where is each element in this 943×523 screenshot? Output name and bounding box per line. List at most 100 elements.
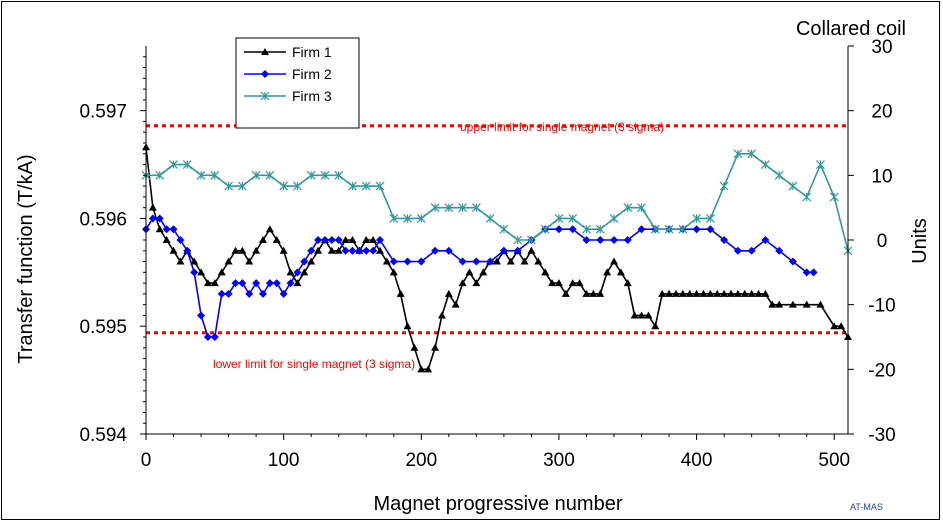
firm-1-point	[279, 246, 288, 254]
firm-2-point	[376, 236, 384, 244]
legend-label-firm-2: Firm 2	[292, 66, 332, 82]
y-right-tick-label: 30	[871, 37, 892, 58]
firm-1-point	[623, 279, 632, 287]
firm-1-point	[630, 311, 639, 319]
firm-3-point	[237, 181, 247, 191]
y-right-tick-label: -30	[868, 425, 895, 446]
firm-3-point	[458, 203, 468, 213]
firm-3-point	[403, 214, 412, 223]
firm-2-point	[389, 257, 398, 266]
y-left-tick-label: 0.594	[79, 425, 127, 446]
firm-2-point	[362, 246, 371, 255]
firm-3-point	[499, 224, 509, 234]
firm-1-point	[816, 300, 825, 308]
firm-1-point	[802, 300, 811, 308]
firm-1-point	[210, 279, 219, 287]
firm-1-point	[155, 225, 164, 233]
firm-3-point	[692, 214, 702, 223]
firm-2-point	[197, 311, 206, 320]
firm-2-point	[327, 236, 336, 244]
firm-3-point	[678, 224, 688, 234]
firm-1-point	[582, 289, 591, 297]
firm-2-point	[692, 225, 701, 234]
y-right-tick-label: 10	[871, 166, 892, 187]
firm-1-point	[190, 257, 199, 265]
firm-3-point	[182, 160, 192, 169]
firm-1-point	[176, 257, 185, 265]
y-right-tick-label: 0	[877, 231, 888, 252]
firm-1-point	[554, 279, 563, 287]
firm-2-point	[733, 246, 742, 255]
firm-1-point	[203, 279, 212, 287]
firm-3-point	[774, 170, 784, 180]
firm-3-point	[816, 160, 825, 169]
firm-1-point	[307, 257, 316, 265]
firm-2-point	[355, 246, 364, 255]
firm-2-point	[417, 257, 426, 266]
firm-2-point	[300, 257, 309, 266]
firm-1-point	[671, 289, 680, 297]
firm-3-point	[513, 235, 523, 245]
axes: 0 100 200 300 400 5000.5940.5950.5960.5973020…	[79, 37, 895, 471]
y-right-tick-label: 20	[871, 102, 892, 123]
y-left-tick-label: 0.596	[79, 209, 127, 230]
firm-3-point	[788, 181, 798, 191]
firm-1-point	[658, 289, 667, 297]
firm-3-point	[733, 149, 743, 159]
firm-1-point	[603, 268, 612, 276]
legend-marker-firm-3	[260, 91, 270, 101]
firm-2-point	[155, 214, 164, 223]
x-axis-title: Magnet progressive number	[373, 493, 622, 515]
firm-1-point	[300, 268, 309, 276]
firm-2-point	[596, 236, 605, 244]
firm-2-point	[431, 246, 440, 255]
firm-1-point	[293, 279, 302, 287]
firm-1-point	[162, 236, 171, 243]
firm-1-point	[265, 225, 274, 233]
firm-3-point	[224, 181, 234, 191]
firm-2-point	[334, 236, 343, 244]
firm-1-point	[644, 311, 653, 319]
firm-1-point	[245, 257, 254, 265]
chart-title: Collared coil	[796, 18, 906, 40]
lower-limit-label: lower limit for single magnet (3 sigma)	[213, 357, 415, 371]
firm-1-point	[403, 322, 412, 330]
firm-1-point	[713, 289, 722, 297]
firm-3-point	[155, 170, 165, 180]
firm-1-point	[830, 322, 839, 330]
firm-1-point	[410, 343, 419, 351]
firm-1-point	[396, 289, 405, 297]
y-axis-left-title: Transfer function (T/kA)	[15, 154, 37, 363]
firm-2-point	[403, 257, 412, 266]
firm-1-point	[534, 257, 543, 265]
firm-1-point	[596, 289, 605, 297]
firm-2-point	[720, 236, 729, 244]
firm-2-point	[472, 257, 481, 266]
firm-1-point	[458, 279, 467, 287]
y-right-tick-label: -20	[868, 360, 895, 381]
firm-3-point	[251, 170, 261, 180]
upper-limit-label: upper limit for single magnet (3 sigma)	[460, 120, 664, 134]
legend-label-firm-3: Firm 3	[292, 88, 332, 104]
firm-2-point	[706, 225, 715, 234]
firm-1-point	[341, 236, 350, 243]
firm-2-point	[238, 279, 247, 288]
firm-2-point	[279, 289, 288, 298]
firm-3-series	[141, 149, 853, 256]
firm-2-point	[231, 279, 240, 288]
firm-3-point	[526, 235, 536, 245]
firm-2-point	[224, 289, 233, 298]
firm-3-point	[265, 170, 275, 180]
firm-2-point	[272, 279, 281, 288]
firm-3-point	[829, 192, 839, 202]
firm-1-point	[444, 289, 453, 297]
firm-2-point	[252, 279, 261, 288]
firm-3-point	[650, 224, 660, 234]
firm-2-point	[307, 246, 316, 255]
firm-3-point	[582, 224, 591, 234]
firm-3-point	[747, 149, 757, 159]
firm-1-point	[506, 257, 515, 265]
firm-1-point	[169, 246, 178, 254]
